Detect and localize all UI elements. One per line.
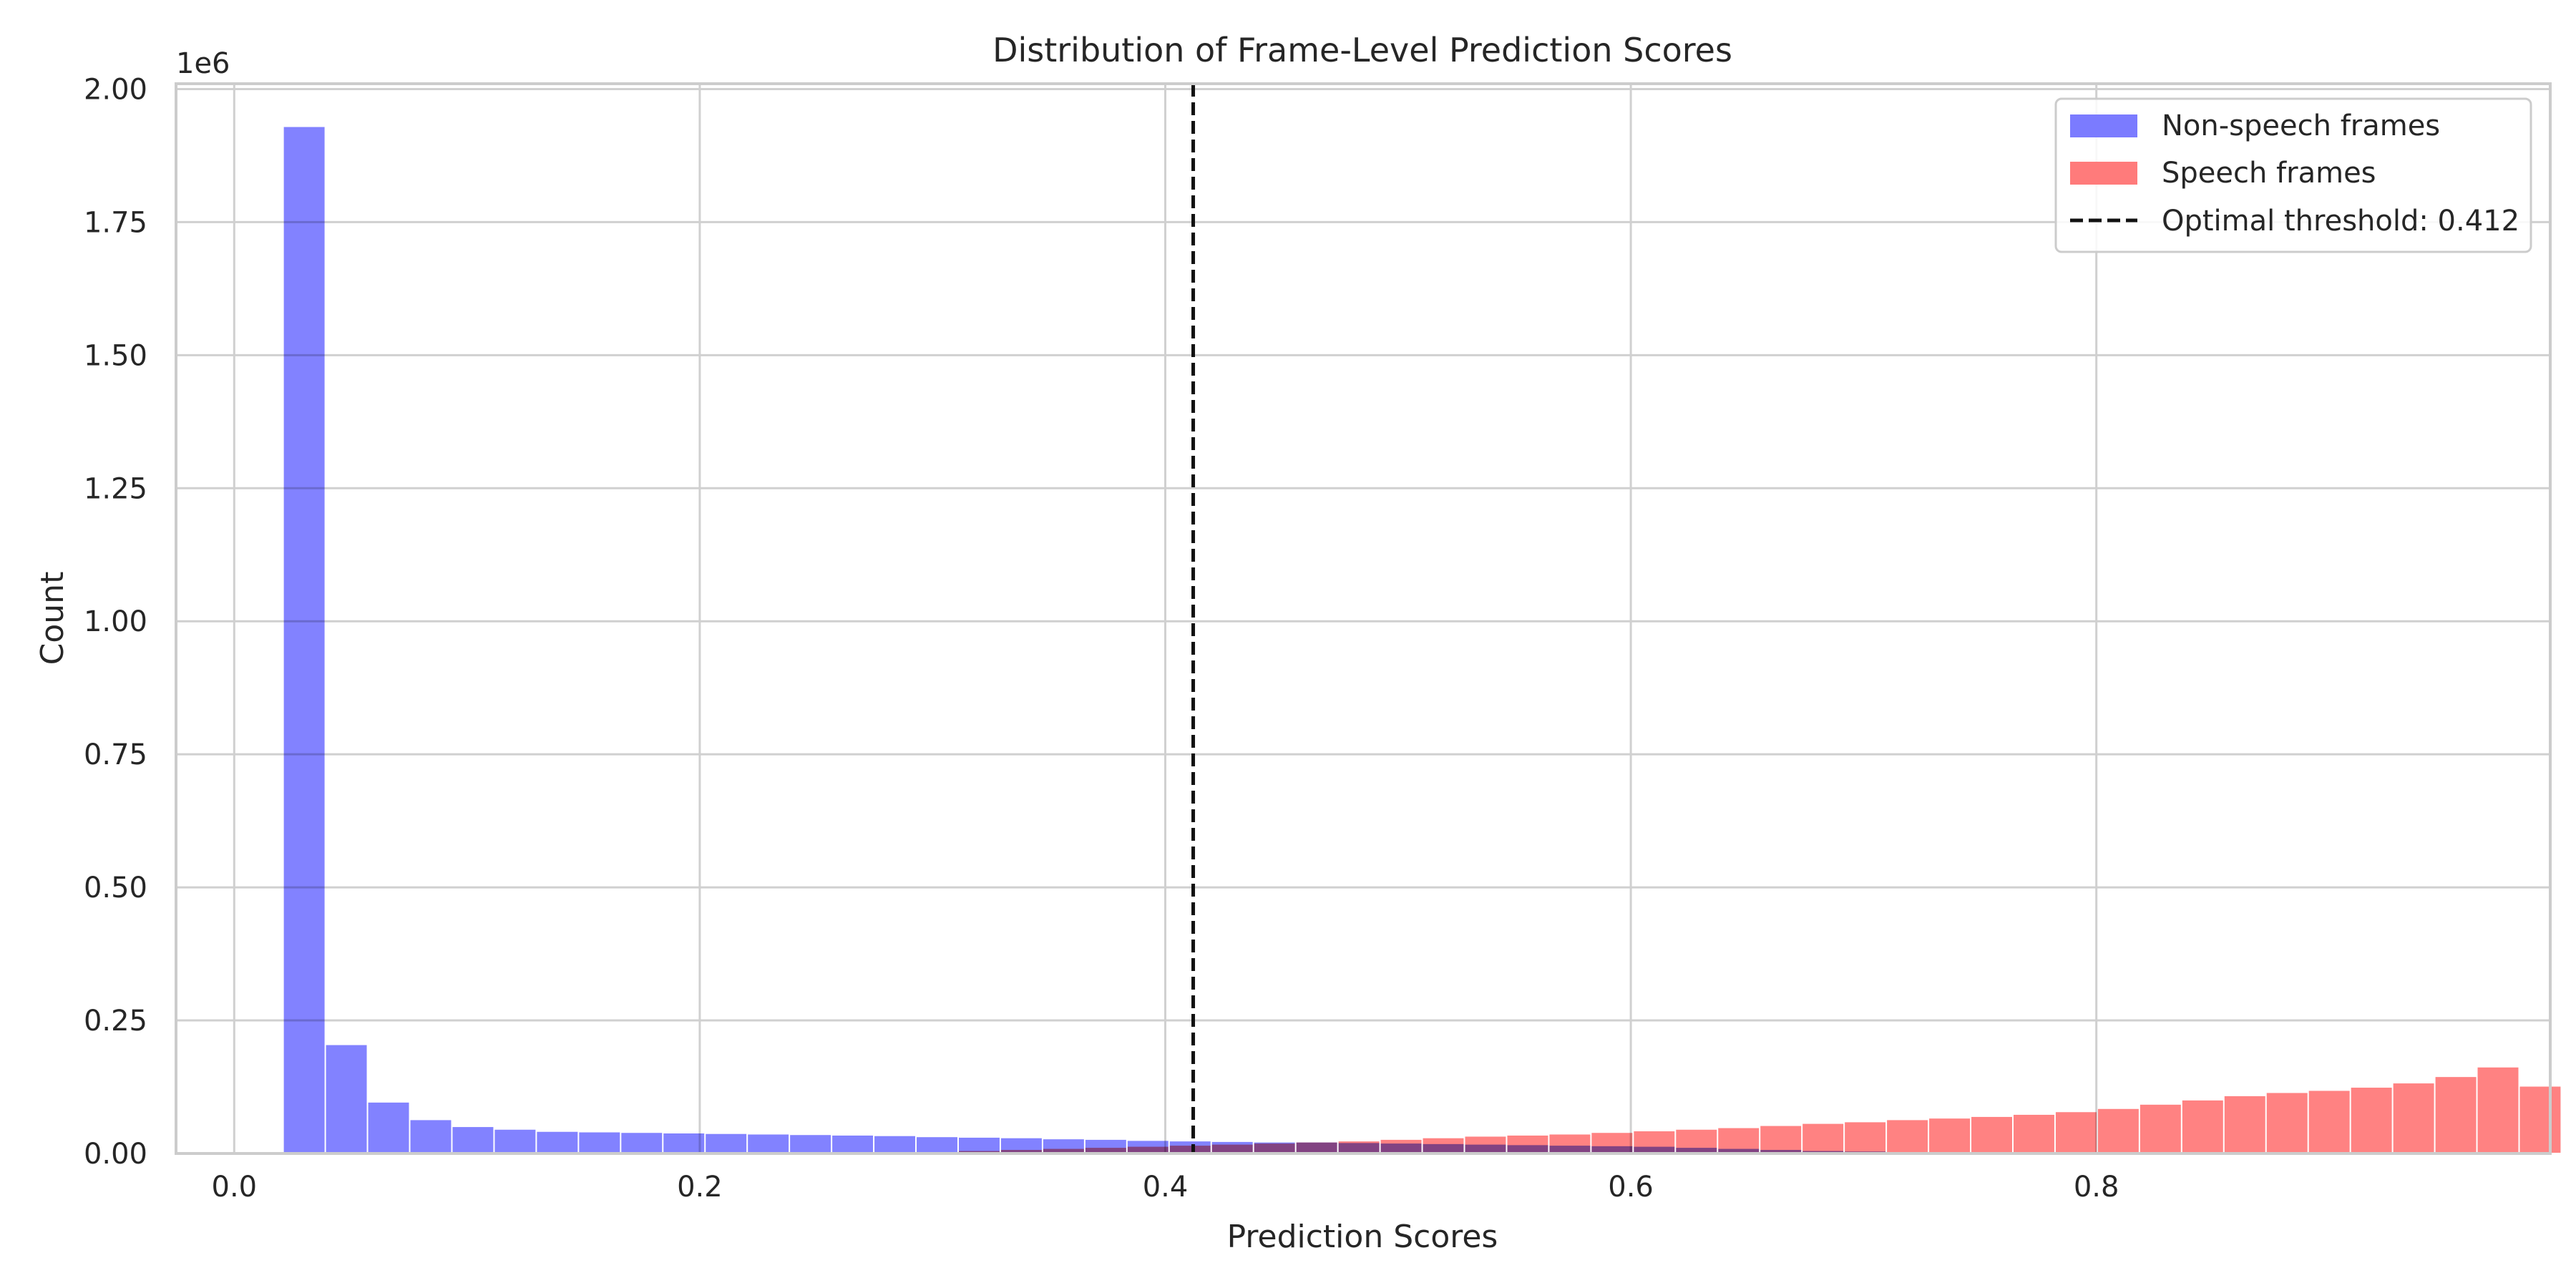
y-axis-offset-label: 1e6 xyxy=(176,47,230,80)
y-tick-label: 1.25 xyxy=(84,472,147,505)
non-speech-bar xyxy=(789,1133,833,1154)
y-tick-label: 2.00 xyxy=(84,73,147,106)
non-speech-bar xyxy=(366,1101,411,1155)
non-speech-bar xyxy=(282,125,326,1155)
non-speech-bar xyxy=(409,1118,453,1154)
speech-bar xyxy=(1506,1133,1550,1154)
legend-label-non-speech: Non-speech frames xyxy=(2162,109,2440,142)
speech-bar xyxy=(2265,1091,2309,1155)
grid-lines xyxy=(176,84,2550,1155)
non-speech-bar xyxy=(324,1043,369,1155)
speech-bar xyxy=(2180,1098,2225,1154)
plot-frame xyxy=(175,82,2552,1155)
speech-bar xyxy=(1337,1140,1381,1155)
y-tick-label: 1.50 xyxy=(84,339,147,372)
non-speech-bar xyxy=(746,1133,791,1155)
x-tick-label: 0.4 xyxy=(1143,1171,1189,1204)
speech-bar xyxy=(1885,1118,1930,1154)
x-tick-label: 0.0 xyxy=(212,1171,258,1204)
speech-bar xyxy=(1379,1138,1423,1155)
non-speech-bar xyxy=(535,1130,580,1155)
y-tick-label: 0.50 xyxy=(84,872,147,904)
speech-bar xyxy=(1210,1143,1254,1154)
speech-bar xyxy=(1928,1117,1972,1154)
legend-label-speech: Speech frames xyxy=(2162,157,2376,190)
speech-bar xyxy=(1970,1115,2014,1154)
y-tick-label: 1.75 xyxy=(84,206,147,239)
speech-bar xyxy=(1463,1135,1508,1154)
legend: Non-speech frames Speech frames Optimal … xyxy=(2054,97,2532,253)
speech-bar xyxy=(2096,1107,2140,1154)
legend-box xyxy=(2054,97,2532,253)
speech-bar xyxy=(1843,1121,1888,1155)
non-speech-bar xyxy=(704,1132,748,1155)
speech-bar xyxy=(1590,1131,1634,1155)
non-speech-bar xyxy=(577,1131,622,1155)
non-speech-bar xyxy=(493,1128,537,1154)
x-tick-labels: 0.0 0.2 0.4 0.6 0.8 xyxy=(212,1171,2119,1204)
non-speech-bar xyxy=(662,1131,706,1155)
speech-bar xyxy=(1674,1128,1719,1154)
speech-bar xyxy=(2011,1113,2056,1155)
speech-bar xyxy=(2349,1086,2394,1154)
y-tick-label: 1.00 xyxy=(84,605,147,638)
chart-title: Distribution of Frame-Level Prediction S… xyxy=(992,31,1732,69)
speech-bar xyxy=(1717,1126,1761,1154)
legend-swatch-non-speech xyxy=(2070,114,2137,137)
speech-bar xyxy=(1421,1136,1465,1154)
legend-label-threshold: Optimal threshold: 0.412 xyxy=(2162,205,2519,238)
speech-bar xyxy=(1252,1142,1297,1155)
speech-bar xyxy=(1801,1122,1845,1155)
speech-bars xyxy=(789,1065,2562,1155)
speech-bar xyxy=(1294,1141,1339,1155)
y-axis-label: Count xyxy=(34,572,71,665)
y-tick-labels: 0.00 0.25 0.50 0.75 1.00 1.25 1.50 1.75 2.00 xyxy=(84,73,147,1171)
x-axis-label: Prediction Scores xyxy=(1227,1219,1498,1255)
speech-bar xyxy=(2307,1089,2351,1154)
speech-bar xyxy=(1759,1124,1803,1154)
speech-bar xyxy=(2054,1111,2098,1155)
non-speech-bar xyxy=(451,1126,495,1154)
histogram-bars xyxy=(282,125,2562,1155)
y-tick-label: 0.75 xyxy=(84,738,147,771)
non-speech-bar xyxy=(873,1134,917,1154)
speech-bar xyxy=(2391,1082,2436,1155)
speech-bar xyxy=(2476,1065,2520,1154)
non-speech-bar xyxy=(831,1133,875,1154)
speech-bar xyxy=(1548,1133,1592,1155)
x-tick-label: 0.8 xyxy=(2074,1171,2119,1204)
legend-swatch-speech xyxy=(2070,162,2137,185)
speech-bar xyxy=(2518,1085,2562,1154)
y-tick-label: 0.25 xyxy=(84,1005,147,1038)
x-tick-label: 0.6 xyxy=(1608,1171,1654,1204)
speech-bar xyxy=(2223,1094,2267,1154)
speech-bar xyxy=(2138,1103,2182,1155)
speech-bar xyxy=(1632,1130,1677,1155)
y-tick-label: 0.00 xyxy=(84,1138,147,1171)
speech-bar xyxy=(2434,1075,2478,1154)
non-speech-bar xyxy=(620,1131,664,1155)
x-tick-label: 0.2 xyxy=(677,1171,723,1204)
